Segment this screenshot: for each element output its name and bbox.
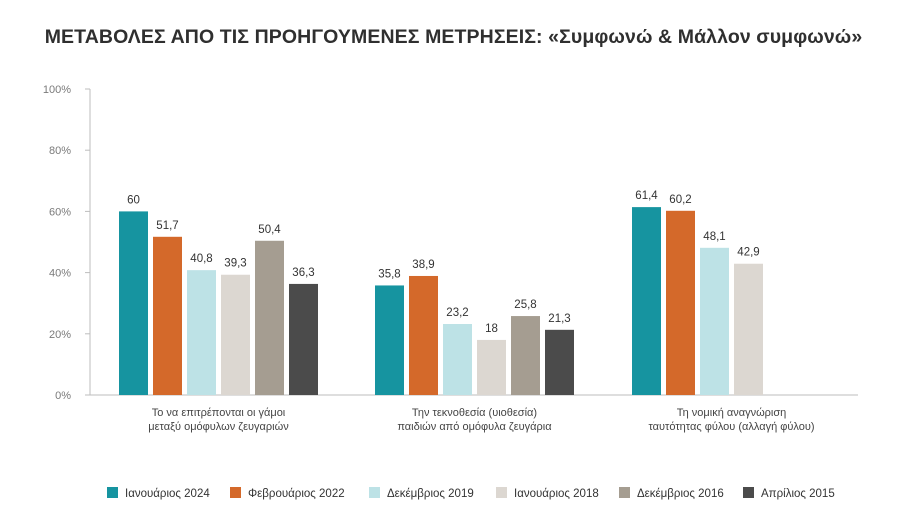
data-label: 60 xyxy=(127,194,140,206)
y-tick-label: 80% xyxy=(49,145,71,157)
y-tick-label: 60% xyxy=(49,206,71,218)
data-label: 36,3 xyxy=(292,267,314,279)
data-label: 18 xyxy=(485,323,498,335)
bar xyxy=(289,283,318,395)
category-label: Τη νομική αναγνώριση xyxy=(677,407,787,419)
bar xyxy=(255,240,284,395)
data-label: 23,2 xyxy=(446,307,468,319)
legend-label: Απρίλιος 2015 xyxy=(761,488,835,500)
category-label: παιδιών από ομόφυλα ζευγάρια xyxy=(397,421,552,433)
data-label: 61,4 xyxy=(635,190,658,202)
bar xyxy=(153,236,182,395)
data-label: 39,3 xyxy=(224,258,246,270)
data-label: 25,8 xyxy=(514,299,536,311)
data-label: 38,9 xyxy=(412,259,434,271)
legend-swatch xyxy=(743,487,754,498)
bar xyxy=(666,210,695,395)
bar xyxy=(511,316,540,395)
data-label: 50,4 xyxy=(258,224,281,236)
y-tick-label: 20% xyxy=(49,329,71,341)
bar xyxy=(734,263,763,395)
legend-label: Φεβρουάριος 2022 xyxy=(248,488,345,500)
bar xyxy=(443,324,472,395)
category-label: Το να επιτρέπονται οι γάμοι xyxy=(152,407,286,419)
data-label: 51,7 xyxy=(156,220,178,232)
bar xyxy=(477,339,506,395)
legend-swatch xyxy=(496,487,507,498)
bar xyxy=(409,275,438,395)
category-label: ταυτότητας φύλου (αλλαγή φύλου) xyxy=(648,421,814,433)
data-label: 42,9 xyxy=(737,247,759,259)
legend-swatch xyxy=(107,487,118,498)
legend-swatch xyxy=(369,487,380,498)
y-tick-label: 40% xyxy=(49,268,71,280)
bar xyxy=(375,285,404,395)
legend-label: Δεκέμβριος 2016 xyxy=(637,488,724,500)
category-label: μεταξύ ομόφυλων ζευγαριών xyxy=(148,421,289,433)
y-tick-label: 100% xyxy=(43,84,71,96)
legend-swatch xyxy=(619,487,630,498)
bar xyxy=(187,270,216,395)
bar xyxy=(221,274,250,395)
bar xyxy=(632,207,661,395)
bar xyxy=(545,329,574,395)
bar xyxy=(700,247,729,395)
y-tick-label: 0% xyxy=(55,390,71,402)
chart-title: ΜΕΤΑΒΟΛΕΣ ΑΠΟ ΤΙΣ ΠΡΟΗΓΟΥΜΕΝΕΣ ΜΕΤΡΗΣΕΙΣ… xyxy=(44,26,863,48)
data-label: 35,8 xyxy=(378,268,400,280)
legend-label: Δεκέμβριος 2019 xyxy=(387,488,474,500)
data-label: 40,8 xyxy=(190,253,212,265)
legend-label: Ιανουάριος 2024 xyxy=(125,488,210,500)
bar xyxy=(119,211,148,395)
data-label: 21,3 xyxy=(548,313,570,325)
legend-label: Ιανουάριος 2018 xyxy=(514,488,599,500)
legend-swatch xyxy=(230,487,241,498)
data-label: 60,2 xyxy=(669,194,691,206)
category-label: Την τεκνοθεσία (υιοθεσία) xyxy=(412,407,537,419)
data-label: 48,1 xyxy=(703,231,725,243)
